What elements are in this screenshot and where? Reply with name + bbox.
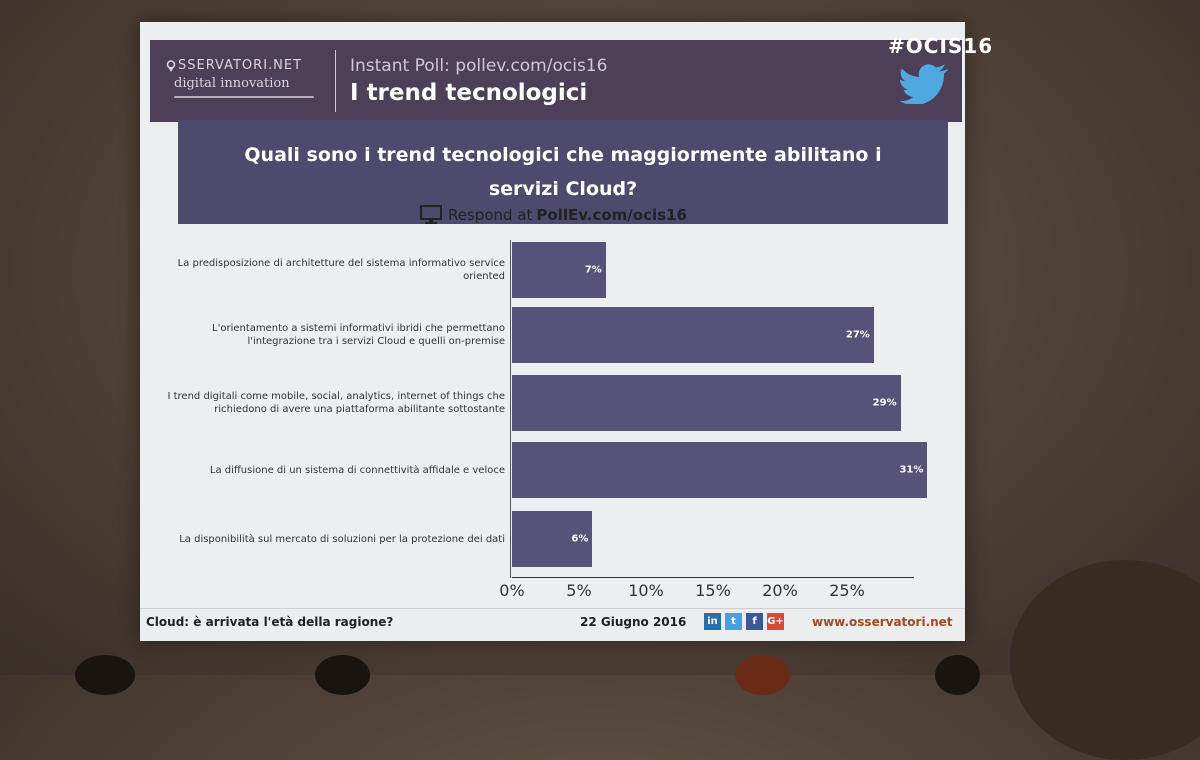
respond-prefix: Respond at xyxy=(448,206,533,224)
twitter-icon[interactable]: t xyxy=(725,613,742,630)
osservatori-logo: SSERVATORI.NET digital innovation xyxy=(166,58,326,108)
projected-slide: SSERVATORI.NET digital innovation Instan… xyxy=(140,22,992,641)
category-label: La diffusione di un sistema di connettiv… xyxy=(209,464,505,476)
slide-header: SSERVATORI.NET digital innovation Instan… xyxy=(150,34,992,224)
bar: 6% xyxy=(512,511,593,567)
footer-event-title: Cloud: è arrivata l'età della ragione? xyxy=(146,615,394,629)
bar: 7% xyxy=(512,242,606,298)
audience-head xyxy=(315,655,370,695)
x-tick-label: 15% xyxy=(695,581,731,600)
slide-footer: Cloud: è arrivata l'età della ragione? 2… xyxy=(140,608,965,641)
x-tick-label: 0% xyxy=(499,581,525,600)
header-divider xyxy=(335,50,336,112)
category-label: La predisposizione di architetture del s… xyxy=(177,258,505,282)
audience-head xyxy=(1010,560,1200,760)
slide-title: I trend tecnologici xyxy=(350,80,588,106)
logo-swoosh xyxy=(174,96,314,98)
twitter-bird-icon xyxy=(900,64,948,104)
respond-url: PollEv.com/ocis16 xyxy=(536,206,687,224)
bar-value-label: 7% xyxy=(584,264,602,276)
google-plus-icon[interactable]: G+ xyxy=(767,613,784,630)
bar: 29% xyxy=(512,375,901,431)
x-tick-label: 5% xyxy=(566,581,592,600)
bar-value-label: 31% xyxy=(899,464,924,476)
x-tick-label: 10% xyxy=(628,581,664,600)
monitor-icon xyxy=(420,205,442,224)
bar-value-label: 29% xyxy=(872,397,897,409)
category-label: I trend digitali come mobile, social, an… xyxy=(167,391,505,415)
x-tick-label: 25% xyxy=(829,581,865,600)
category-label: La disponibilità sul mercato di soluzion… xyxy=(179,533,505,545)
category-label: L'orientamento a sistemi informativi ibr… xyxy=(212,323,505,347)
social-icons: in t f G+ xyxy=(704,613,784,630)
slide-subtitle: Instant Poll: pollev.com/ocis16 xyxy=(350,56,608,76)
facebook-icon[interactable]: f xyxy=(746,613,763,630)
chart-y-axis xyxy=(510,240,511,578)
x-tick-label: 20% xyxy=(762,581,798,600)
audience-head xyxy=(735,655,790,695)
audience-head xyxy=(75,655,135,695)
poll-question: Quali sono i trend tecnologici che maggi… xyxy=(178,120,948,224)
bar-value-label: 6% xyxy=(571,533,589,545)
chart-x-axis xyxy=(512,577,914,578)
respond-at: Respond at PollEv.com/ocis16 xyxy=(420,205,687,225)
location-pin-icon xyxy=(166,59,176,72)
footer-date: 22 Giugno 2016 xyxy=(580,615,687,629)
linkedin-icon[interactable]: in xyxy=(704,613,721,630)
bar: 27% xyxy=(512,307,874,363)
bar-value-label: 27% xyxy=(845,329,870,341)
footer-website: www.osservatori.net xyxy=(812,615,953,629)
logo-bottom-text: digital innovation xyxy=(174,76,290,91)
bar: 31% xyxy=(512,442,928,498)
audience-head xyxy=(935,655,980,695)
event-hashtag: #OCIS16 xyxy=(888,34,994,58)
logo-top-text: SSERVATORI.NET xyxy=(178,58,303,73)
